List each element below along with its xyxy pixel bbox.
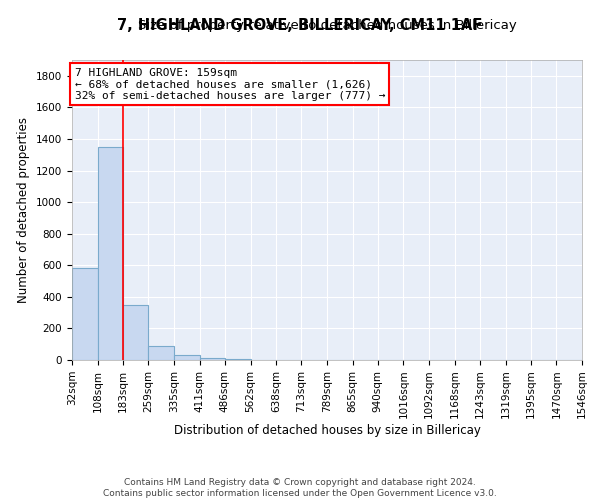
Bar <box>123 304 148 360</box>
Bar <box>148 346 174 360</box>
Text: Contains HM Land Registry data © Crown copyright and database right 2024.
Contai: Contains HM Land Registry data © Crown c… <box>103 478 497 498</box>
Text: 7, HIGHLAND GROVE, BILLERICAY, CM11 1AF: 7, HIGHLAND GROVE, BILLERICAY, CM11 1AF <box>118 18 482 32</box>
Bar <box>225 359 251 360</box>
Bar <box>98 147 123 360</box>
Title: Size of property relative to detached houses in Billericay: Size of property relative to detached ho… <box>137 20 517 32</box>
Bar <box>200 358 225 360</box>
Bar <box>72 268 98 360</box>
Bar <box>174 356 200 360</box>
Y-axis label: Number of detached properties: Number of detached properties <box>17 117 31 303</box>
X-axis label: Distribution of detached houses by size in Billericay: Distribution of detached houses by size … <box>173 424 481 437</box>
Text: 7 HIGHLAND GROVE: 159sqm
← 68% of detached houses are smaller (1,626)
32% of sem: 7 HIGHLAND GROVE: 159sqm ← 68% of detach… <box>74 68 385 100</box>
